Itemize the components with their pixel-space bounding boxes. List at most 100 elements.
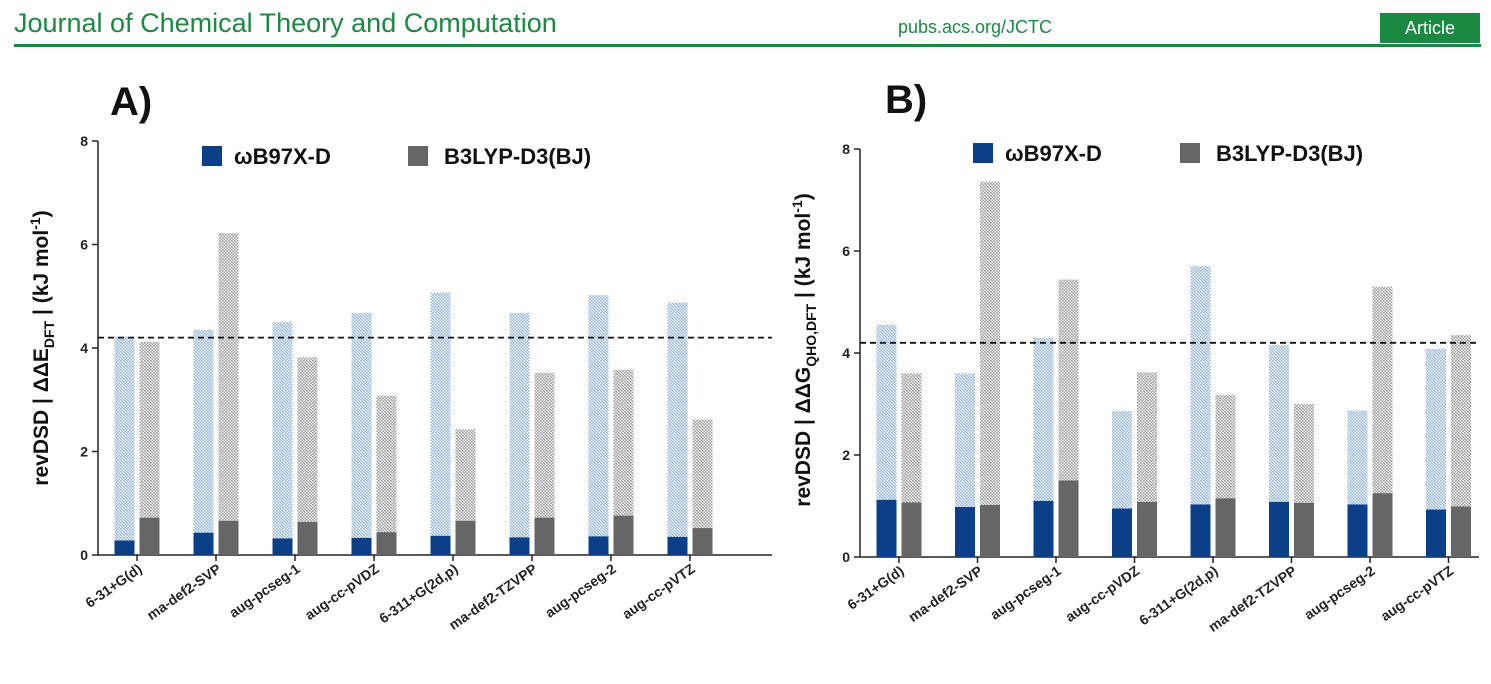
wb97xd-max-bar: [667, 302, 688, 555]
wb97xd-bar: [430, 535, 451, 555]
wb97xd-max-bar: [351, 312, 372, 555]
wb97xd-bar: [588, 536, 609, 555]
chart-panel-a: A) 0 2 4 6 8 revDSD | ΔΔEDFT | (kJ mol-1) 6-31+…: [27, 80, 772, 633]
x-tick-label: ma-def2-SVP: [144, 560, 224, 623]
x-tick-label: ma-def2-TZVPP: [1205, 562, 1299, 634]
chart-panel-b: B) 0 2 4 6 8 revDSD | ΔΔGQHO,DFT | (kJ mol-1) 6…: [789, 78, 1479, 635]
x-tick-label: 6-311+G(2d,p): [1136, 562, 1221, 628]
x-tick-label: 6-31+G(d): [82, 560, 144, 610]
x-tick-label: aug-pcseg-2: [1301, 562, 1378, 623]
wb97xd-max-bar: [272, 322, 293, 555]
y-axis-label: revDSD | ΔΔGQHO,DFT | (kJ mol-1): [789, 193, 819, 506]
legend-label-wb97xd: ωB97X-D: [234, 144, 331, 169]
b3lyp-max-bar: [376, 395, 397, 555]
wb97xd-bar: [955, 507, 975, 557]
wb97xd-max-bar: [588, 295, 609, 555]
y-tick-label: 0: [842, 549, 850, 565]
b3lyp-bar: [534, 517, 555, 555]
b3lyp-max-bar: [534, 372, 555, 555]
x-tick-label: ma-def2-SVP: [905, 562, 985, 625]
b3lyp-bar: [1058, 480, 1079, 557]
y-tick-label: 8: [842, 141, 850, 157]
legend-swatch-b3lyp: [1180, 143, 1200, 163]
y-tick-label: 2: [842, 447, 850, 463]
wb97xd-max-bar: [1190, 266, 1211, 557]
y-tick-label: 4: [80, 340, 88, 356]
panel-label: B): [885, 78, 927, 122]
legend-swatch-b3lyp: [408, 146, 428, 166]
header-rule: [14, 44, 1481, 47]
b3lyp-max-bar: [1451, 335, 1471, 557]
wb97xd-bar: [193, 532, 214, 555]
b3lyp-max-bar: [613, 369, 634, 555]
x-tick-label: aug-cc-pVDZ: [1062, 562, 1142, 625]
b3lyp-max-bar: [297, 357, 318, 555]
legend-swatch-wb97xd: [202, 146, 222, 166]
legend-label-wb97xd: ωB97X-D: [1005, 141, 1102, 166]
b3lyp-bar: [692, 528, 713, 555]
y-tick-label: 8: [80, 133, 88, 149]
wb97xd-bar: [272, 538, 293, 555]
wb97xd-bar: [667, 536, 688, 555]
panel-label: A): [110, 80, 152, 124]
legend-label-b3lyp: B3LYP-D3(BJ): [444, 144, 591, 169]
y-tick-label: 4: [842, 345, 850, 361]
b3lyp-bar: [218, 520, 239, 555]
b3lyp-bar: [1294, 502, 1314, 557]
wb97xd-bar: [1426, 509, 1446, 557]
b3lyp-max-bar: [692, 419, 713, 555]
legend-label-b3lyp: B3LYP-D3(BJ): [1216, 141, 1363, 166]
b3lyp-bar: [901, 502, 922, 557]
wb97xd-bar: [114, 540, 135, 555]
wb97xd-bar: [1033, 500, 1054, 557]
x-tick-label: 6-31+G(d): [844, 562, 906, 612]
x-tick-label: 6-311+G(2d,p): [376, 560, 461, 626]
wb97xd-bar: [1347, 504, 1368, 557]
b3lyp-bar: [980, 504, 1000, 557]
b3lyp-bar: [1215, 498, 1236, 557]
wb97xd-max-bar: [1426, 348, 1446, 557]
x-tick-label: aug-pcseg-1: [987, 562, 1064, 623]
b3lyp-max-bar: [139, 341, 160, 555]
x-tick-label: ma-def2-TZVPP: [446, 560, 540, 632]
x-tick-label: aug-pcseg-1: [226, 560, 303, 621]
journal-title: Journal of Chemical Theory and Computati…: [14, 8, 557, 38]
wb97xd-max-bar: [509, 312, 530, 555]
y-tick-label: 6: [842, 243, 850, 259]
y-tick-label: 2: [80, 444, 88, 460]
wb97xd-bar: [1190, 504, 1211, 557]
x-tick-label: aug-cc-pVTZ: [619, 560, 698, 622]
y-tick-label: 6: [80, 237, 88, 253]
b3lyp-bar: [297, 521, 318, 555]
x-tick-label: aug-cc-pVDZ: [302, 560, 382, 623]
x-tick-label: aug-cc-pVTZ: [1378, 562, 1457, 624]
article-badge: Article: [1380, 13, 1480, 43]
b3lyp-bar: [1372, 493, 1393, 557]
b3lyp-bar: [613, 515, 634, 555]
wb97xd-max-bar: [876, 324, 897, 557]
b3lyp-max-bar: [218, 233, 239, 556]
wb97xd-bar: [351, 537, 372, 555]
legend-swatch-wb97xd: [973, 143, 993, 163]
wb97xd-max-bar: [114, 336, 135, 555]
journal-header: Journal of Chemical Theory and Computati…: [0, 0, 1491, 48]
journal-url[interactable]: pubs.acs.org/JCTC: [898, 17, 1053, 37]
b3lyp-max-bar: [1372, 286, 1393, 557]
legend: ωB97X-D B3LYP-D3(BJ): [973, 141, 1363, 166]
b3lyp-bar: [376, 532, 397, 555]
x-tick-label: aug-pcseg-2: [542, 560, 619, 621]
wb97xd-max-bar: [193, 329, 214, 555]
wb97xd-bar: [1269, 501, 1289, 557]
wb97xd-bar: [876, 499, 897, 557]
b3lyp-max-bar: [980, 181, 1000, 557]
wb97xd-bar: [1112, 508, 1132, 557]
b3lyp-bar: [1137, 501, 1157, 557]
b3lyp-bar: [139, 517, 160, 555]
b3lyp-bar: [455, 520, 476, 555]
b3lyp-bar: [1451, 506, 1471, 557]
wb97xd-max-bar: [430, 292, 451, 555]
y-axis-label: revDSD | ΔΔEDFT | (kJ mol-1): [27, 210, 57, 485]
y-tick-label: 0: [80, 547, 88, 563]
wb97xd-bar: [509, 537, 530, 555]
